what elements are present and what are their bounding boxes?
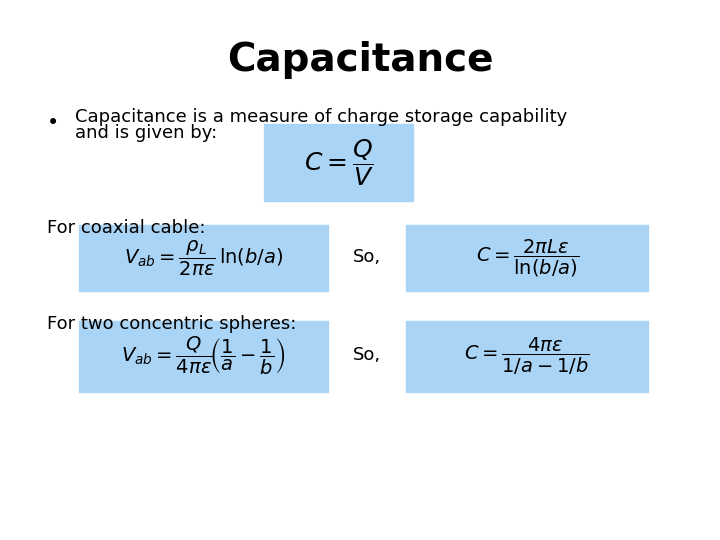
Text: •: •	[47, 113, 59, 133]
Text: Capacitance: Capacitance	[227, 42, 493, 79]
Text: $C = \dfrac{2\pi L\varepsilon}{\ln(b/a)}$: $C = \dfrac{2\pi L\varepsilon}{\ln(b/a)}…	[475, 238, 579, 279]
FancyBboxPatch shape	[79, 321, 328, 392]
Text: $V_{ab} = \dfrac{\rho_L}{2\pi\varepsilon}\,\ln(b/a)$: $V_{ab} = \dfrac{\rho_L}{2\pi\varepsilon…	[124, 239, 283, 278]
Text: and is given by:: and is given by:	[76, 124, 217, 142]
Text: So,: So,	[353, 248, 381, 266]
Text: So,: So,	[353, 346, 381, 364]
FancyBboxPatch shape	[406, 225, 648, 291]
Text: For two concentric spheres:: For two concentric spheres:	[47, 315, 296, 333]
Text: $C = \dfrac{Q}{V}$: $C = \dfrac{Q}{V}$	[304, 137, 374, 188]
FancyBboxPatch shape	[406, 321, 648, 392]
Text: For coaxial cable:: For coaxial cable:	[47, 219, 205, 238]
FancyBboxPatch shape	[79, 225, 328, 291]
Text: $C = \dfrac{4\pi\varepsilon}{1/a - 1/b}$: $C = \dfrac{4\pi\varepsilon}{1/a - 1/b}$	[464, 336, 590, 377]
Text: $V_{ab} = \dfrac{Q}{4\pi\varepsilon}\!\left(\dfrac{1}{a} - \dfrac{1}{b}\right)$: $V_{ab} = \dfrac{Q}{4\pi\varepsilon}\!\l…	[121, 335, 286, 377]
Text: Capacitance is a measure of charge storage capability: Capacitance is a measure of charge stora…	[76, 108, 567, 126]
FancyBboxPatch shape	[264, 124, 413, 201]
